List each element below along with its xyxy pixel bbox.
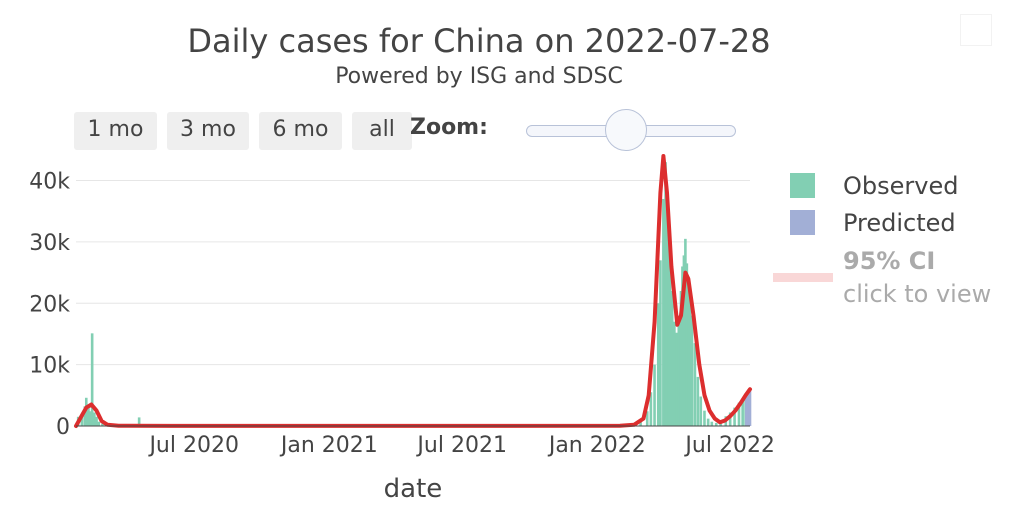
bar-observed (696, 376, 700, 426)
bar-observed (649, 392, 653, 426)
bar-observed (710, 421, 714, 426)
bar-observed (84, 397, 88, 426)
bar-observed (699, 396, 703, 426)
x-axis-label: date (383, 474, 443, 504)
bar-observed (684, 238, 687, 426)
bar-observed (737, 402, 741, 426)
bar-predicted (745, 394, 748, 426)
bar-observed (97, 421, 101, 426)
bar-observed (682, 255, 686, 426)
chart-subtitle: Powered by ISG and SDSC (335, 64, 623, 89)
bar-observed (653, 364, 656, 426)
bars (76, 162, 752, 427)
bar-observed (93, 412, 96, 426)
bar-observed (665, 186, 669, 426)
x-tick-label: Jul 2022 (683, 433, 775, 458)
bar-observed (89, 411, 92, 426)
y-tick-label: 30k (29, 231, 70, 256)
bar-observed (95, 416, 98, 426)
legend-predicted-label[interactable]: Predicted (843, 209, 956, 237)
bar-observed (706, 418, 710, 426)
legend-ci-hint[interactable]: click to view (843, 280, 992, 308)
bar-observed (741, 399, 744, 426)
legend-observed-swatch (790, 173, 815, 198)
range-button-all[interactable]: all (352, 112, 412, 150)
bar-observed (679, 291, 683, 426)
range-button-3mo[interactable]: 3 mo (167, 112, 249, 150)
axes: 0 10k 20k 30k 40k Jul 2020 Jan 2021 Jul 2021 Jan… (29, 170, 775, 458)
x-tick-label: Jan 2022 (547, 433, 646, 458)
legend-predicted-swatch (790, 210, 815, 235)
bar-predicted (748, 389, 752, 426)
chart-title: Daily cases for China on 2022-07-28 (187, 22, 771, 60)
bar-observed (681, 266, 684, 426)
range-button-1mo[interactable]: 1 mo (74, 112, 157, 150)
y-tick-label: 20k (29, 292, 70, 317)
y-tick-label: 0 (56, 415, 70, 440)
bar-observed (639, 421, 642, 426)
bar-observed (677, 315, 681, 426)
x-tick-label: Jan 2021 (279, 433, 378, 458)
bar-observed (673, 321, 676, 426)
zoom-slider-thumb[interactable] (605, 109, 647, 151)
bar-observed (675, 332, 678, 426)
trend-line (74, 154, 752, 428)
bar-observed (645, 411, 649, 426)
bar-predicted (746, 392, 750, 426)
range-button-6mo[interactable]: 6 mo (259, 112, 342, 150)
grid-lines (76, 180, 750, 366)
bar-observed (687, 281, 690, 426)
bar-observed (662, 198, 665, 426)
bar-observed (83, 406, 87, 426)
bar-observed (80, 413, 84, 426)
bar-observed (664, 162, 667, 427)
toolbar-icon[interactable] (960, 14, 992, 46)
bar-observed (728, 412, 732, 426)
bar-observed (90, 333, 94, 426)
x-tick-label: Jul 2021 (415, 433, 507, 458)
zoom-label: Zoom: (410, 115, 488, 140)
trend-line-path (74, 154, 752, 428)
bar-observed (670, 291, 674, 426)
bar-observed (690, 315, 694, 426)
bar-observed (688, 291, 692, 426)
bar-observed (714, 422, 718, 426)
y-tick-label: 10k (29, 354, 70, 379)
legend-ci-label[interactable]: 95% CI (843, 247, 936, 275)
legend-ci-swatch (773, 273, 833, 282)
bar-observed (667, 229, 670, 426)
bar-observed (137, 417, 141, 426)
bar-observed (693, 343, 697, 426)
y-tick-label: 40k (29, 170, 70, 195)
legend (773, 173, 833, 282)
bar-observed (703, 410, 706, 426)
bar-observed (87, 404, 90, 426)
bar-observed (656, 303, 660, 426)
bar-observed (733, 407, 736, 426)
bar-observed (685, 263, 689, 426)
bar-observed (101, 423, 104, 426)
bar-observed (668, 260, 672, 426)
x-tick-label: Jul 2020 (147, 433, 239, 458)
bar-observed (659, 260, 662, 426)
legend-observed-label[interactable]: Observed (843, 172, 959, 200)
